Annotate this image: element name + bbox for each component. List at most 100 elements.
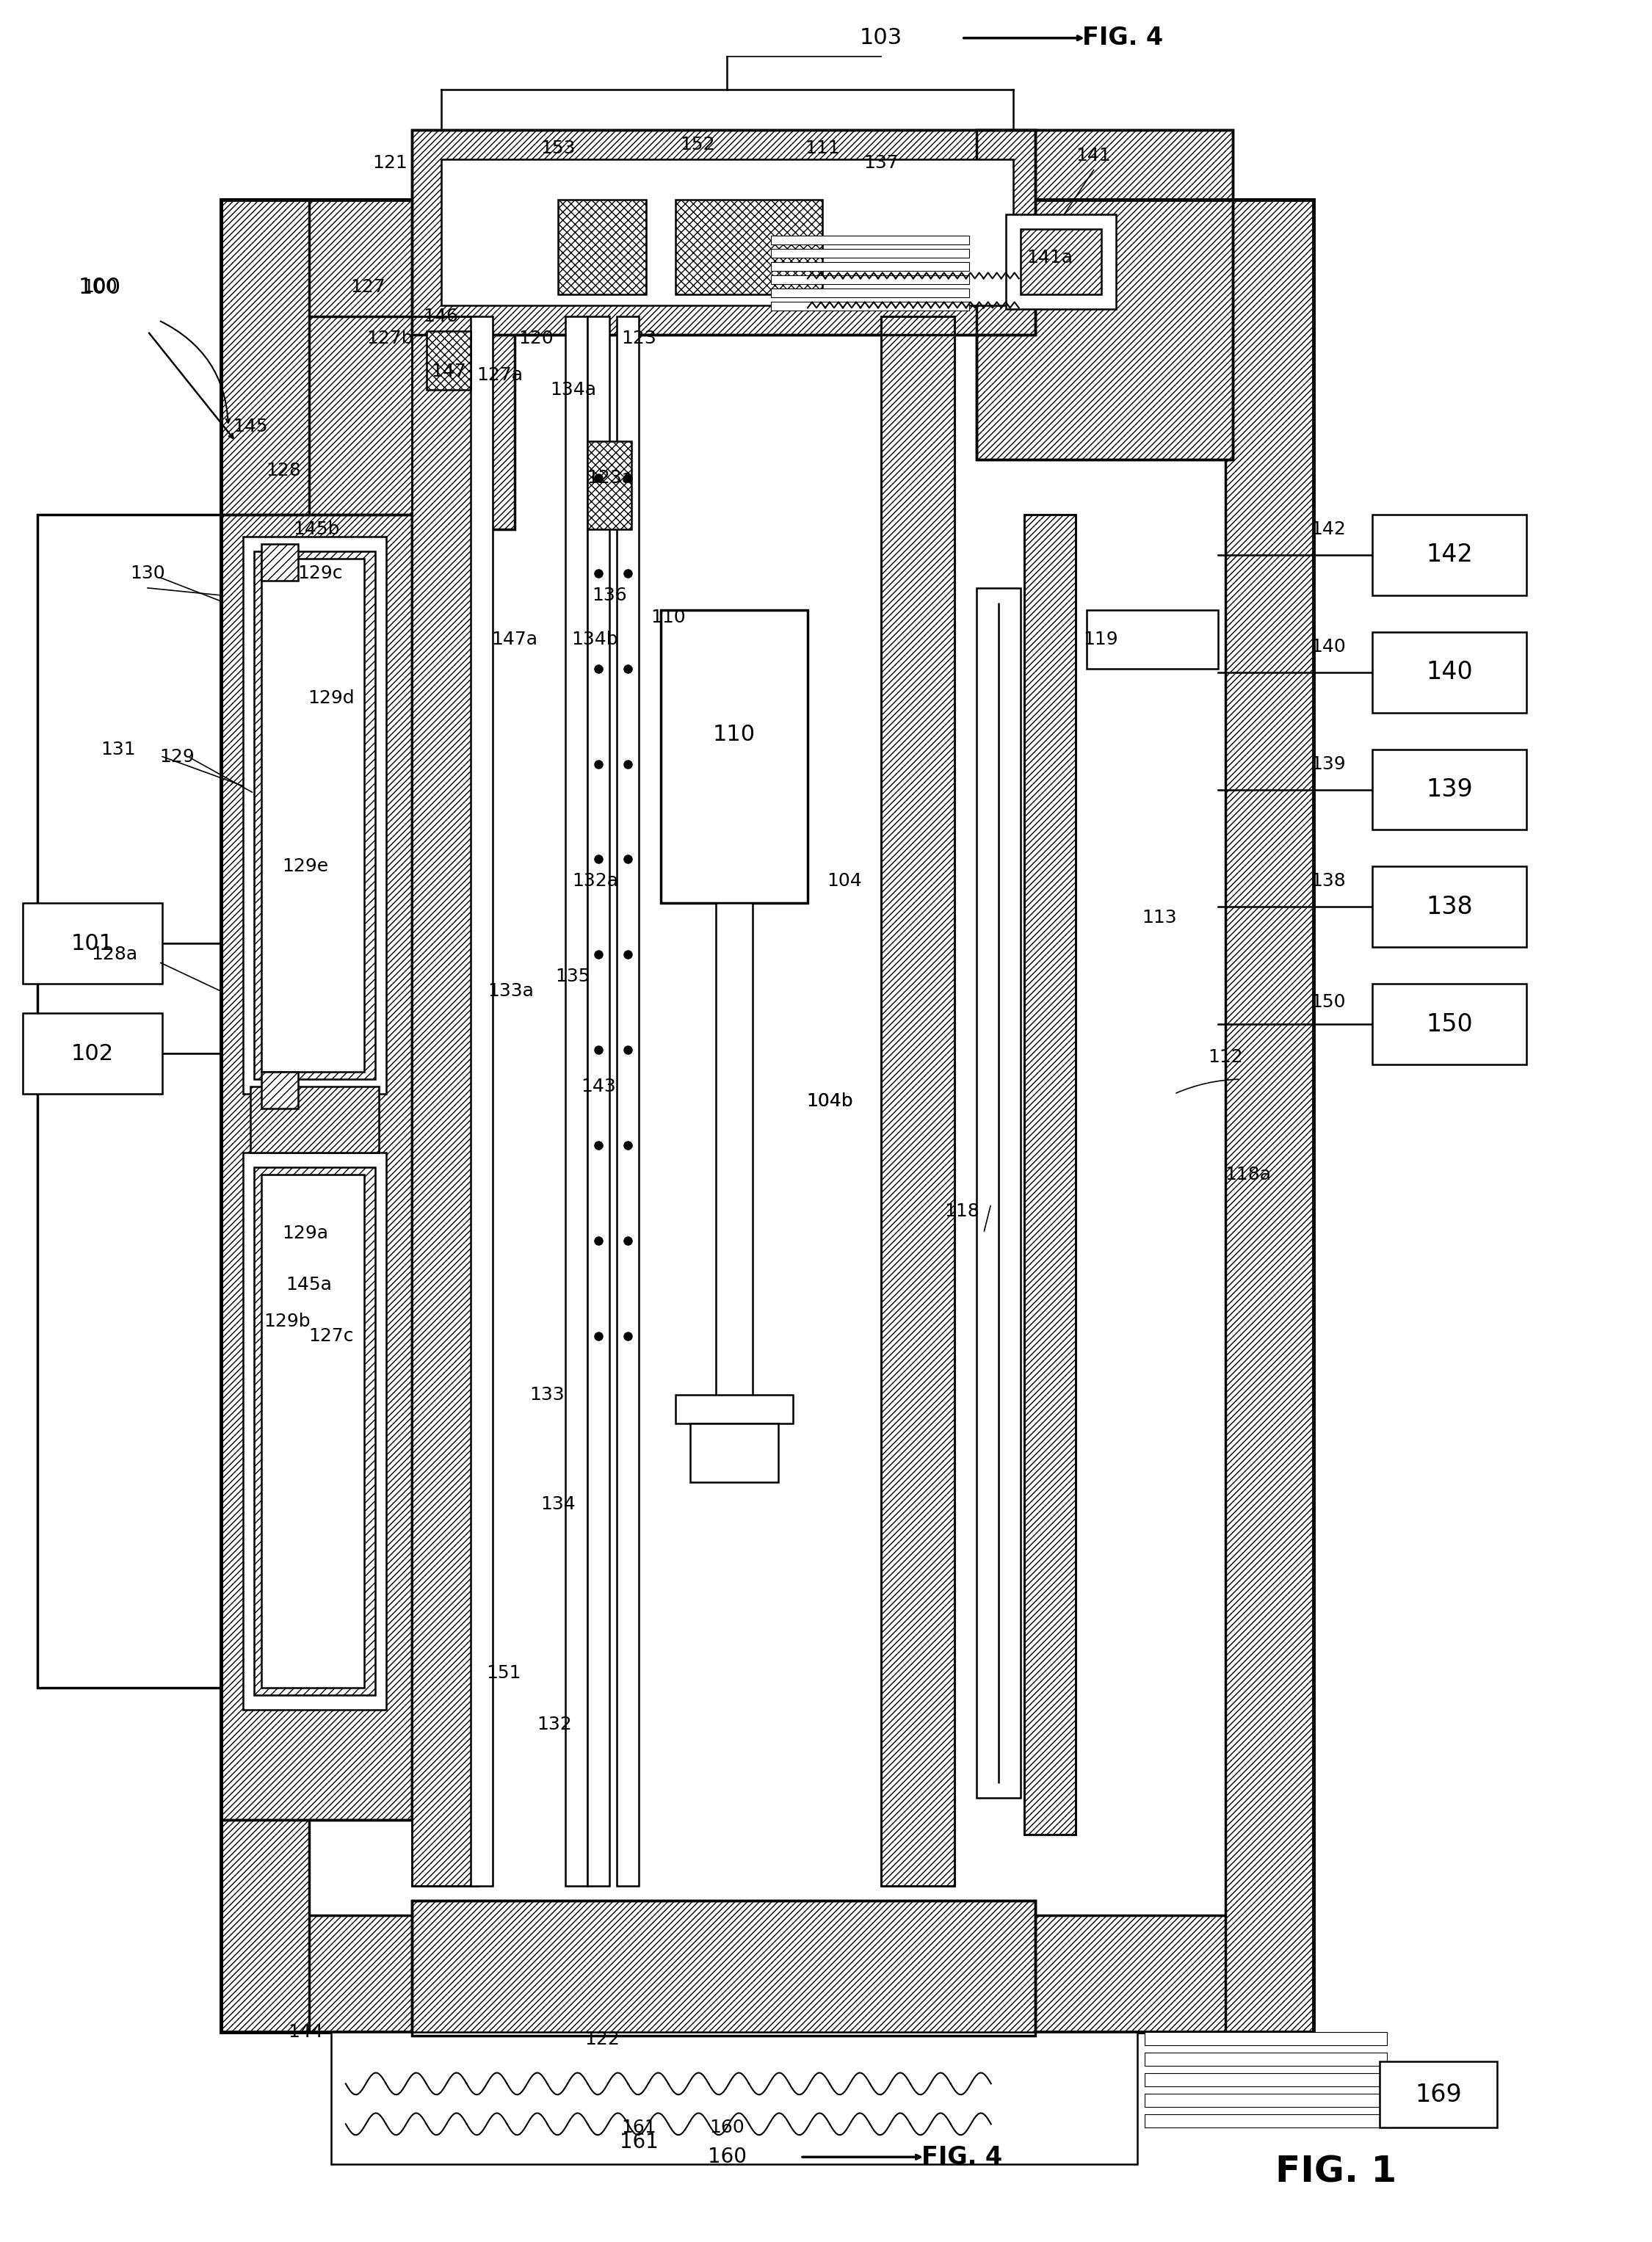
Text: 147: 147 [431,363,466,381]
Bar [411,130,1036,334]
Text: 145: 145 [233,417,268,435]
Bar [441,159,1013,305]
Bar [881,316,955,1886]
Text: 127b: 127b [367,330,413,348]
Text: 133: 133 [530,1386,565,1403]
Bar [221,200,1313,316]
Text: 136: 136 [591,587,628,603]
Bar [771,276,970,285]
Text: 169: 169 [1414,2083,1462,2107]
Text: 129a: 129a [282,1224,329,1242]
Text: 104b: 104b [806,1092,852,1110]
Text: 141a: 141a [1026,249,1072,267]
Text: 104b: 104b [806,1092,852,1110]
Text: 146: 146 [423,307,459,325]
Bar [676,1395,793,1424]
Text: 132: 132 [537,1715,572,1733]
Text: 151: 151 [486,1664,520,1682]
Text: 128: 128 [266,462,301,480]
Text: 130: 130 [131,565,165,583]
Text: 119: 119 [1084,630,1118,648]
Text: 112: 112 [1208,1049,1244,1065]
Text: 113: 113 [1142,908,1178,926]
Text: 161: 161 [621,2119,656,2137]
Bar [1145,2033,1388,2045]
Bar [411,316,477,1886]
Text: 122: 122 [585,2031,620,2049]
Text: FIG. 1: FIG. 1 [1275,2155,1396,2188]
Bar [588,442,631,529]
Text: 100: 100 [79,276,121,298]
Bar [330,2033,1138,2164]
Bar [1373,516,1526,596]
Bar [661,610,808,904]
Bar [254,1168,375,1695]
Bar [411,1901,1036,2036]
Text: 118a: 118a [1224,1166,1270,1184]
Bar [243,536,387,1094]
Bar [1373,984,1526,1065]
Bar [411,130,1036,334]
Text: 123a: 123a [586,469,633,487]
Text: 142: 142 [1426,543,1474,567]
Text: 138: 138 [1310,872,1346,890]
Text: 129e: 129e [282,859,329,874]
Text: 134a: 134a [550,381,596,399]
Bar [1145,2114,1388,2128]
Text: 147a: 147a [491,630,537,648]
Text: 110: 110 [651,608,686,626]
Bar [1226,200,1313,2033]
Bar [221,516,411,1821]
Bar [221,200,514,529]
Text: 127a: 127a [476,365,522,383]
Text: 145a: 145a [286,1276,332,1294]
Text: 139: 139 [1426,778,1472,803]
Text: 132a: 132a [572,872,618,890]
Bar [1087,610,1218,668]
Text: 133a: 133a [487,982,534,1000]
Text: 129: 129 [160,749,195,765]
Bar [1145,2074,1388,2087]
Bar [771,249,970,258]
Text: 134: 134 [540,1495,577,1513]
Text: 160: 160 [709,2119,745,2137]
Bar [221,1915,1313,2033]
Text: 135: 135 [555,969,590,986]
Text: 140: 140 [1310,637,1346,655]
Text: FIG. 4: FIG. 4 [922,2146,1003,2170]
Bar [1373,749,1526,830]
Bar [771,289,970,298]
Bar [1024,516,1075,1834]
Bar [254,552,375,1078]
Text: 101: 101 [71,933,114,955]
Text: 152: 152 [681,135,715,152]
Bar [976,130,1232,460]
Text: 160: 160 [707,2148,747,2168]
Bar [23,904,162,984]
Bar [1145,2094,1388,2107]
Text: 129b: 129b [264,1312,311,1330]
Bar [411,1901,1036,2036]
Bar [261,558,363,1072]
Text: 153: 153 [540,139,577,157]
Text: 120: 120 [519,330,553,348]
Text: 144: 144 [287,2025,322,2040]
Bar [261,1072,297,1108]
Bar [1024,516,1075,1834]
Bar [261,1175,363,1688]
Text: 139: 139 [1310,756,1346,773]
Bar [471,316,492,1886]
Text: 121: 121 [372,155,406,170]
Text: 134b: 134b [572,630,618,648]
Text: 102: 102 [71,1043,114,1065]
Bar [616,316,639,1886]
Text: 127c: 127c [309,1327,354,1345]
Text: 129d: 129d [307,688,355,706]
Text: 150: 150 [1426,1011,1472,1036]
Bar [261,545,297,581]
Bar [588,316,610,1886]
Bar [23,1013,162,1094]
Bar [565,316,588,1886]
Bar [1021,229,1100,294]
Text: 137: 137 [864,155,899,170]
